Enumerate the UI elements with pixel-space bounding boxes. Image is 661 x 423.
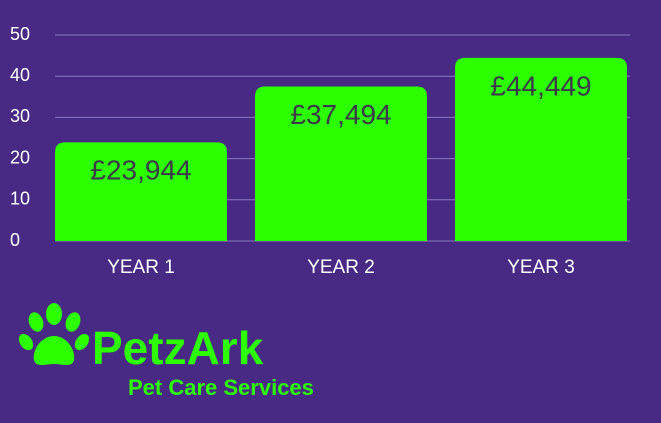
x-tick-label: YEAR 3 bbox=[507, 257, 575, 278]
bar bbox=[455, 57, 627, 242]
y-tick-label: 20 bbox=[10, 147, 30, 167]
value-label: £37,494 bbox=[290, 99, 391, 130]
y-tick-label: 0 bbox=[10, 230, 20, 250]
y-tick-label: 50 bbox=[10, 24, 30, 44]
paw-icon bbox=[18, 303, 90, 365]
bar bbox=[255, 86, 427, 241]
y-tick-label: 30 bbox=[10, 106, 30, 126]
value-label: £44,449 bbox=[490, 70, 591, 101]
x-tick-label: YEAR 1 bbox=[107, 257, 175, 278]
logo-name: PetzArk bbox=[92, 322, 264, 374]
value-label: £23,944 bbox=[90, 155, 191, 186]
logo-tagline: Pet Care Services bbox=[128, 375, 314, 400]
x-tick-label: YEAR 2 bbox=[307, 257, 375, 278]
y-tick-label: 40 bbox=[10, 65, 30, 85]
y-tick-label: 10 bbox=[10, 189, 30, 209]
bar bbox=[55, 142, 227, 241]
